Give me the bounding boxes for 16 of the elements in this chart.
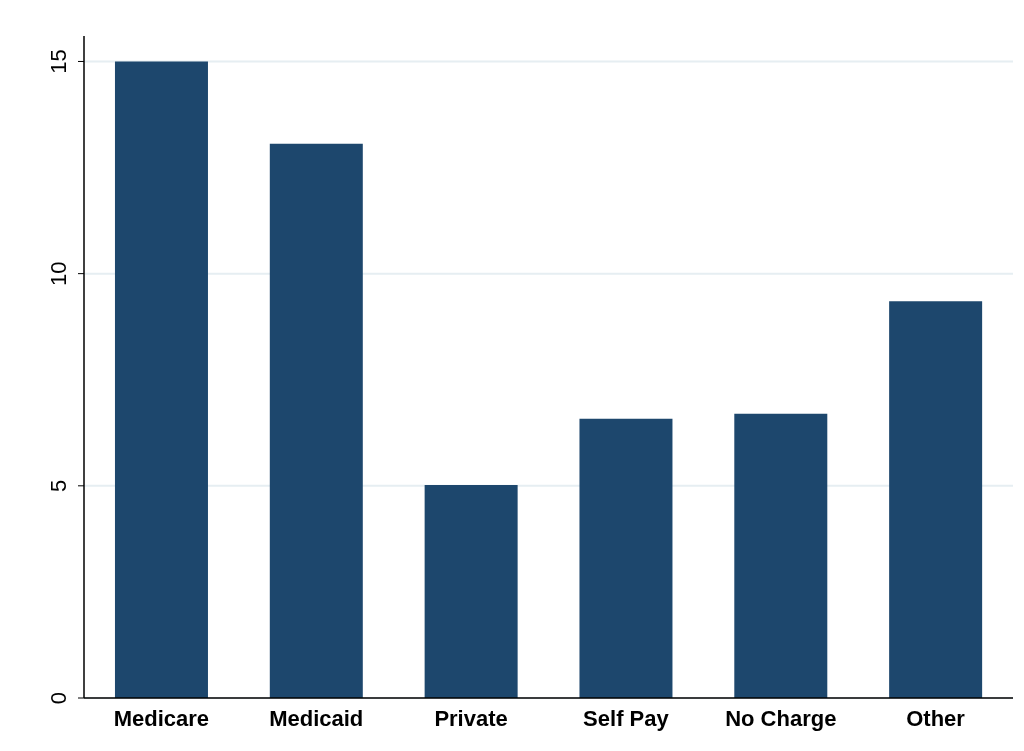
y-tick-label: 15 bbox=[46, 49, 71, 74]
y-tick-label: 10 bbox=[46, 261, 71, 286]
bar bbox=[734, 413, 828, 698]
y-tick-label: 0 bbox=[46, 691, 71, 705]
x-tick-label: Private bbox=[434, 706, 508, 731]
x-tick-label: Self Pay bbox=[583, 706, 670, 731]
x-tick-label: Medicare bbox=[113, 706, 210, 731]
bar bbox=[579, 418, 673, 698]
y-tick-label: 5 bbox=[46, 479, 71, 492]
bar bbox=[424, 484, 518, 698]
bar bbox=[889, 301, 983, 698]
bar bbox=[269, 143, 363, 698]
bar bbox=[114, 61, 208, 698]
x-tick-label: Other bbox=[906, 706, 966, 731]
x-tick-label: No Charge bbox=[725, 706, 837, 731]
x-tick-label: Medicaid bbox=[269, 706, 364, 731]
